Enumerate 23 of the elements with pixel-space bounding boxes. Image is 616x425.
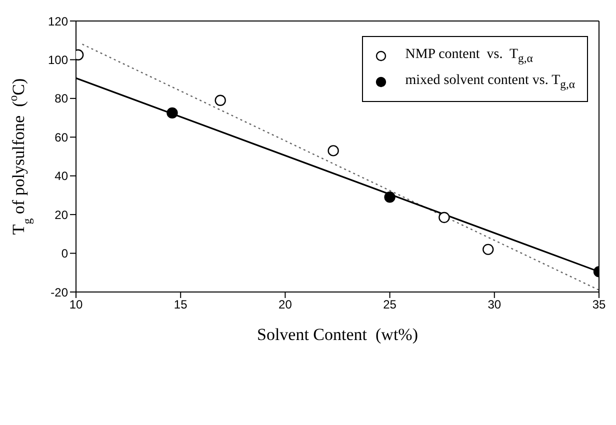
y-tick-label: 60	[54, 130, 68, 144]
y-tick-label: 0	[61, 246, 68, 261]
y-tick-label: 100	[48, 52, 68, 67]
x-tick-label: 25	[383, 298, 397, 312]
y-tick-label: 20	[54, 208, 68, 222]
legend-label: mixed solvent content vs. T$_{g,α}$	[405, 73, 575, 91]
point	[482, 244, 494, 256]
point	[214, 94, 226, 106]
y-tick-label: 80	[54, 92, 68, 106]
y-tick-label: 120	[48, 14, 68, 28]
x-tick-label: 20	[278, 298, 292, 312]
x-tick-label: 30	[488, 298, 502, 312]
point	[384, 192, 396, 203]
point	[328, 145, 339, 156]
point	[438, 212, 450, 224]
y-tick-label: -20	[50, 285, 68, 300]
x-tick-label: 15	[174, 298, 188, 312]
x-axis-title: Solvent Content (wt%)	[256, 325, 418, 344]
x-tick-label: 35	[592, 298, 606, 312]
point	[166, 107, 178, 119]
legend-label: NMP content vs. T$_{g,α}$	[405, 47, 533, 65]
y-tick-label: 40	[54, 169, 68, 184]
x-tick-label: 10	[69, 298, 83, 312]
